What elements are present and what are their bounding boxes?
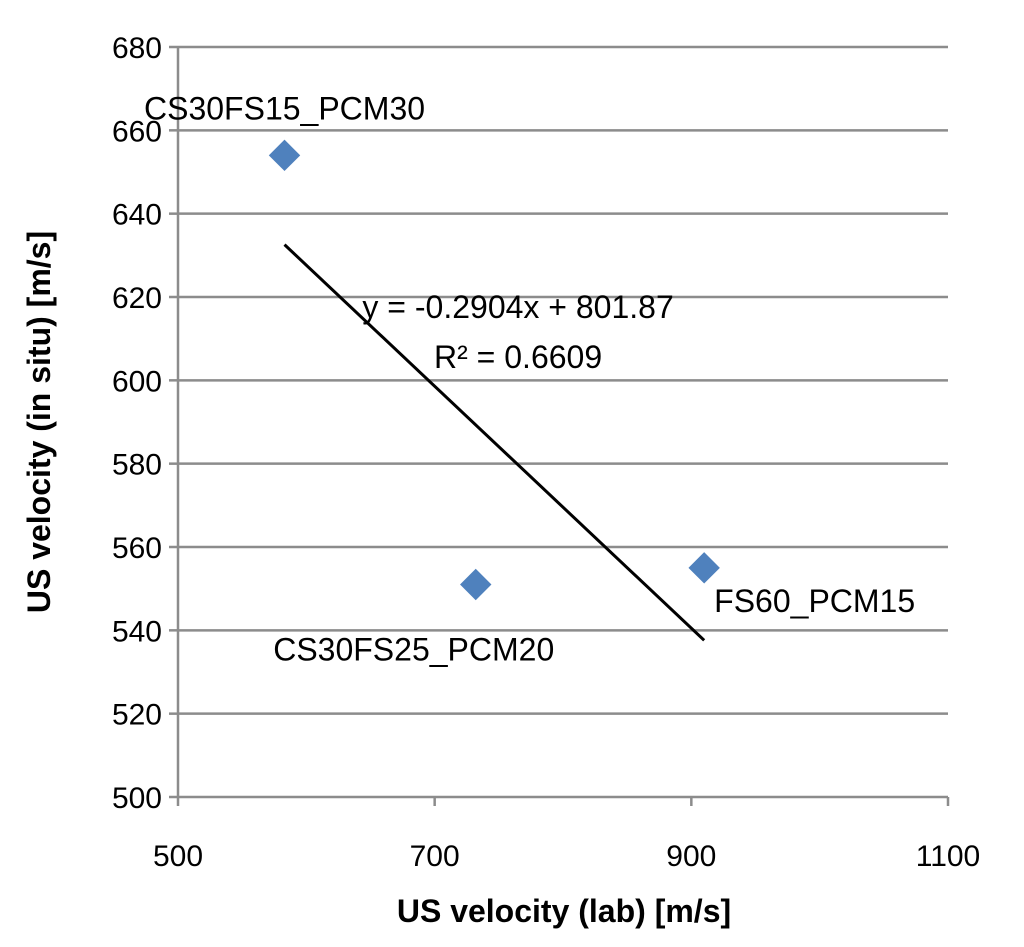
y-tick-label-560: 560: [112, 532, 162, 565]
trendline: [283, 243, 706, 642]
data-point-2: [460, 568, 492, 601]
x-axis-title: US velocity (lab) [m/s]: [397, 893, 731, 929]
data-point-3: [688, 552, 720, 584]
x-axis-tick-labels: 500 700 900 1100: [153, 840, 980, 873]
data-point-label-3: FS60_PCM15: [714, 583, 915, 619]
point-labels: CS30FS15_PCM30 CS30FS25_PCM20 FS60_PCM15: [144, 90, 915, 667]
x-tick-label-700: 700: [410, 840, 460, 873]
x-tick-label-1100: 1100: [916, 840, 981, 873]
x-tick-label-900: 900: [666, 840, 716, 873]
y-tick-label-500: 500: [112, 782, 162, 815]
data-point-label-2: CS30FS25_PCM20: [273, 632, 554, 668]
y-axis-tick-labels: 500 520 540 560 580 600 620 640 660 680: [112, 32, 162, 815]
data-point-label-1: CS30FS15_PCM30: [144, 90, 425, 126]
y-tick-label-680: 680: [112, 32, 162, 65]
y-tick-label-660: 660: [112, 115, 162, 148]
trendline-r-squared: R² = 0.6609: [434, 339, 602, 375]
data-points: [268, 139, 720, 601]
y-tick-label-580: 580: [112, 449, 162, 482]
data-point-1: [268, 139, 301, 172]
y-tick-label-520: 520: [112, 699, 162, 732]
trendline-equation: y = -0.2904x + 801.87: [362, 289, 673, 325]
y-tick-label-640: 640: [112, 199, 162, 232]
y-tick-label-620: 620: [112, 282, 162, 315]
y-tick-label-540: 540: [112, 615, 162, 648]
trendline-group: [283, 243, 706, 642]
axes: [169, 45, 950, 806]
y-tick-label-600: 600: [112, 365, 162, 398]
gridlines: [178, 45, 948, 715]
x-tick-label-500: 500: [153, 840, 203, 873]
y-axis-title: US velocity (in situ) [m/s]: [21, 231, 57, 613]
